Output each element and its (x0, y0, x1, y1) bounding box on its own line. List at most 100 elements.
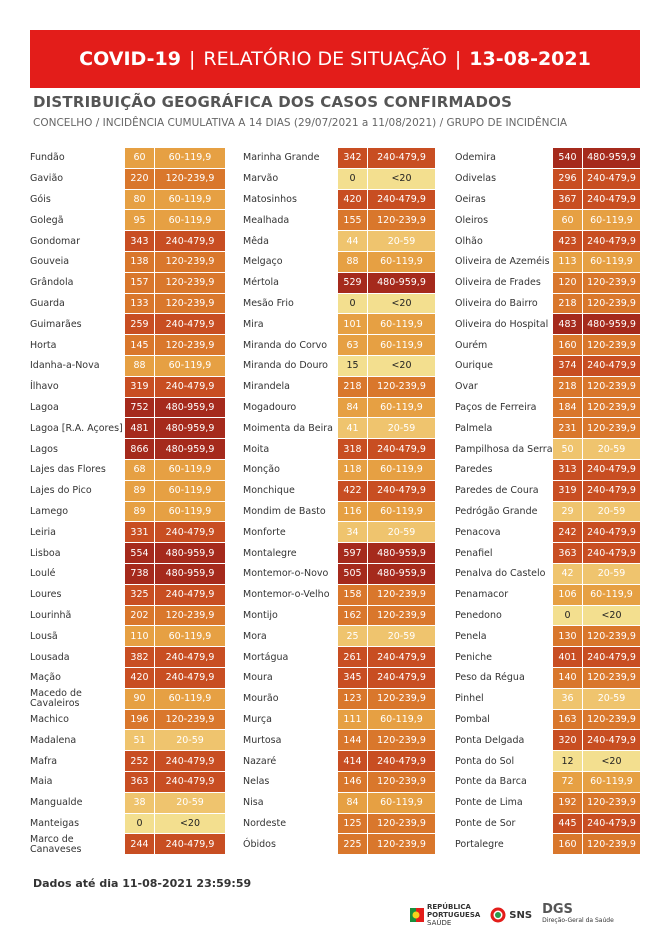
incidence-value: 140 (553, 667, 583, 689)
incidence-group: 60-119,9 (368, 709, 435, 731)
incidence-group: 120-239,9 (368, 376, 435, 398)
incidence-value: 202 (125, 605, 155, 627)
table-row: Odivelas 296 240-479,9 (455, 168, 640, 190)
municipality: Gavião (30, 173, 64, 185)
table-row: Lourinhã 202 120-239,9 (30, 605, 225, 627)
incidence-group: 60-119,9 (155, 459, 225, 481)
municipality: Mortágua (243, 651, 289, 663)
incidence-group: <20 (368, 293, 435, 315)
incidence-value: 51 (125, 730, 155, 752)
incidence-group: 60-119,9 (155, 148, 225, 169)
municipality: Matosinhos (243, 193, 297, 205)
incidence-group: 240-479,9 (155, 231, 225, 252)
municipality: Moita (243, 443, 270, 455)
table-row: Monção 118 60-119,9 (243, 459, 435, 481)
incidence-group: 120-239,9 (155, 335, 225, 356)
incidence-value: 218 (553, 376, 583, 398)
municipality: Oliveira do Hospital (455, 318, 549, 330)
incidence-group: 120-239,9 (368, 730, 435, 752)
header-title: COVID-19 (79, 48, 181, 70)
table-row: Pedrógão Grande 29 20-59 (455, 501, 640, 523)
municipality: Marco de Canaveses (30, 833, 82, 855)
municipality: Ílhavo (30, 381, 59, 393)
incidence-group: 120-239,9 (368, 834, 435, 856)
table-row: Góis 80 60-119,9 (30, 189, 225, 211)
incidence-group: 20-59 (155, 792, 225, 814)
municipality: Lousada (30, 651, 70, 663)
incidence-group: 20-59 (368, 418, 435, 440)
incidence-group: 240-479,9 (155, 667, 225, 689)
incidence-group: 60-119,9 (155, 626, 225, 648)
incidence-group: 120-239,9 (368, 605, 435, 627)
table-row: Pinhel 36 20-59 (455, 688, 640, 710)
incidence-value: 231 (553, 418, 583, 440)
table-row: Monchique 422 240-479,9 (243, 480, 435, 502)
incidence-value: 422 (338, 480, 368, 502)
incidence-group: 240-479,9 (583, 231, 640, 252)
incidence-group: 20-59 (583, 688, 640, 710)
section-title: DISTRIBUIÇÃO GEOGRÁFICA DOS CASOS CONFIR… (33, 93, 513, 111)
table-row: Miranda do Corvo 63 60-119,9 (243, 335, 435, 356)
incidence-group: 120-239,9 (583, 272, 640, 294)
municipality: Mêda (243, 235, 269, 247)
municipality: Montemor-o-Velho (243, 589, 330, 601)
incidence-value: 192 (553, 792, 583, 814)
logos: REPÚBLICA PORTUGUESA SAÚDE SNS DGS Direção… (410, 900, 645, 930)
table-row: Nisa 84 60-119,9 (243, 792, 435, 814)
incidence-group: 120-239,9 (583, 834, 640, 856)
incidence-value: 160 (553, 834, 583, 856)
incidence-value: 125 (338, 813, 368, 835)
incidence-group: 120-239,9 (155, 251, 225, 273)
table-row: Ourém 160 120-239,9 (455, 335, 640, 356)
incidence-group: 240-479,9 (368, 751, 435, 772)
incidence-value: 42 (553, 563, 583, 585)
table-row: Nordeste 125 120-239,9 (243, 813, 435, 835)
incidence-group: 120-239,9 (368, 584, 435, 606)
incidence-value: 72 (553, 771, 583, 793)
incidence-value: 44 (338, 231, 368, 252)
municipality: Idanha-a-Nova (30, 360, 100, 372)
incidence-value: 80 (125, 189, 155, 211)
table-row: Penalva do Castelo 42 20-59 (455, 563, 640, 585)
municipality: Mourão (243, 693, 279, 705)
incidence-group: 120-239,9 (368, 771, 435, 793)
incidence-value: 423 (553, 231, 583, 252)
municipality: Oliveira de Frades (455, 277, 541, 289)
incidence-value: 25 (338, 626, 368, 648)
municipality: Montijo (243, 609, 278, 621)
municipality: Montemor-o-Novo (243, 568, 329, 580)
incidence-group: 240-479,9 (583, 168, 640, 190)
table-row: Montalegre 597 480-959,9 (243, 543, 435, 564)
municipality: Fundão (30, 152, 65, 164)
incidence-group: 60-119,9 (583, 584, 640, 606)
incidence-value: 445 (553, 813, 583, 835)
incidence-group: 480-959,9 (583, 148, 640, 169)
municipality: Lagoa (30, 401, 59, 413)
logo-text: Direção-Geral da Saúde (542, 917, 614, 924)
incidence-group: 60-119,9 (155, 189, 225, 211)
municipality: Lamego (30, 505, 69, 517)
table-row: Lousã 110 60-119,9 (30, 626, 225, 648)
table-row: Oliveira do Bairro 218 120-239,9 (455, 293, 640, 315)
table-row: Mortágua 261 240-479,9 (243, 647, 435, 668)
table-row: Peniche 401 240-479,9 (455, 647, 640, 668)
incidence-value: 0 (338, 293, 368, 315)
incidence-value: 738 (125, 563, 155, 585)
municipality: Oliveira de Azeméis (455, 256, 550, 268)
incidence-value: 420 (338, 189, 368, 211)
table-row: Manteigas 0 <20 (30, 813, 225, 835)
municipality: Murtosa (243, 734, 282, 746)
incidence-value: 319 (553, 480, 583, 502)
municipality: Pedrógão Grande (455, 505, 538, 517)
table-row: Moimenta da Beira 41 20-59 (243, 418, 435, 440)
municipality: Lousã (30, 630, 58, 642)
incidence-group: 240-479,9 (583, 189, 640, 211)
incidence-value: 29 (553, 501, 583, 523)
municipality: Paredes (455, 464, 493, 476)
table-row: Mangualde 38 20-59 (30, 792, 225, 814)
incidence-value: 118 (338, 459, 368, 481)
header: COVID-19 | RELATÓRIO DE SITUAÇÃO | 13-08… (30, 30, 640, 88)
incidence-group: 240-479,9 (155, 314, 225, 336)
table-row: Nelas 146 120-239,9 (243, 771, 435, 793)
incidence-group: 240-479,9 (368, 439, 435, 460)
